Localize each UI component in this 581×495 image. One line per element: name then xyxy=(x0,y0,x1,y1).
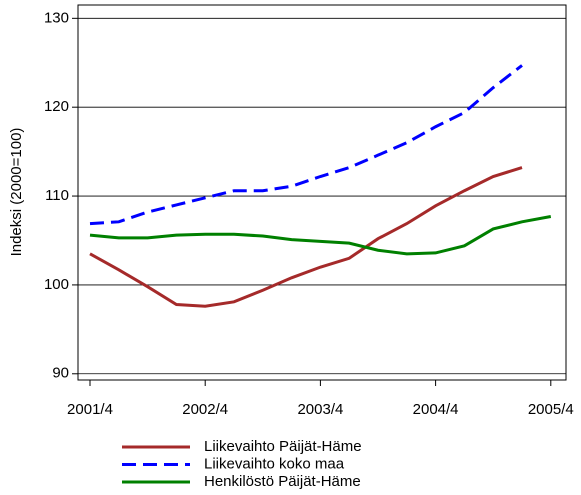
series-line xyxy=(89,166,523,308)
y-axis-label: Indeksi (2000=100) xyxy=(8,128,25,257)
y-tick-label: 90 xyxy=(52,365,69,382)
y-tick-label: 120 xyxy=(44,98,69,115)
x-tick-label: 2004/4 xyxy=(413,401,459,418)
plot-frame xyxy=(77,4,567,381)
x-tick-label: 2002/4 xyxy=(182,401,228,418)
x-tick-label: 2005/4 xyxy=(528,401,574,418)
legend-label: Liikevaihto Päijät-Häme xyxy=(204,438,362,455)
y-tick-label: 100 xyxy=(44,276,69,293)
legend-label: Henkilöstö Päijät-Häme xyxy=(204,473,361,490)
legend-label: Liikevaihto koko maa xyxy=(204,455,345,472)
x-tick-label: 2001/4 xyxy=(67,401,113,418)
series-line xyxy=(89,64,523,226)
y-tick-label: 110 xyxy=(45,187,69,204)
y-tick-label: 130 xyxy=(44,9,69,26)
x-tick-label: 2003/4 xyxy=(297,401,343,418)
series-line xyxy=(89,215,552,256)
